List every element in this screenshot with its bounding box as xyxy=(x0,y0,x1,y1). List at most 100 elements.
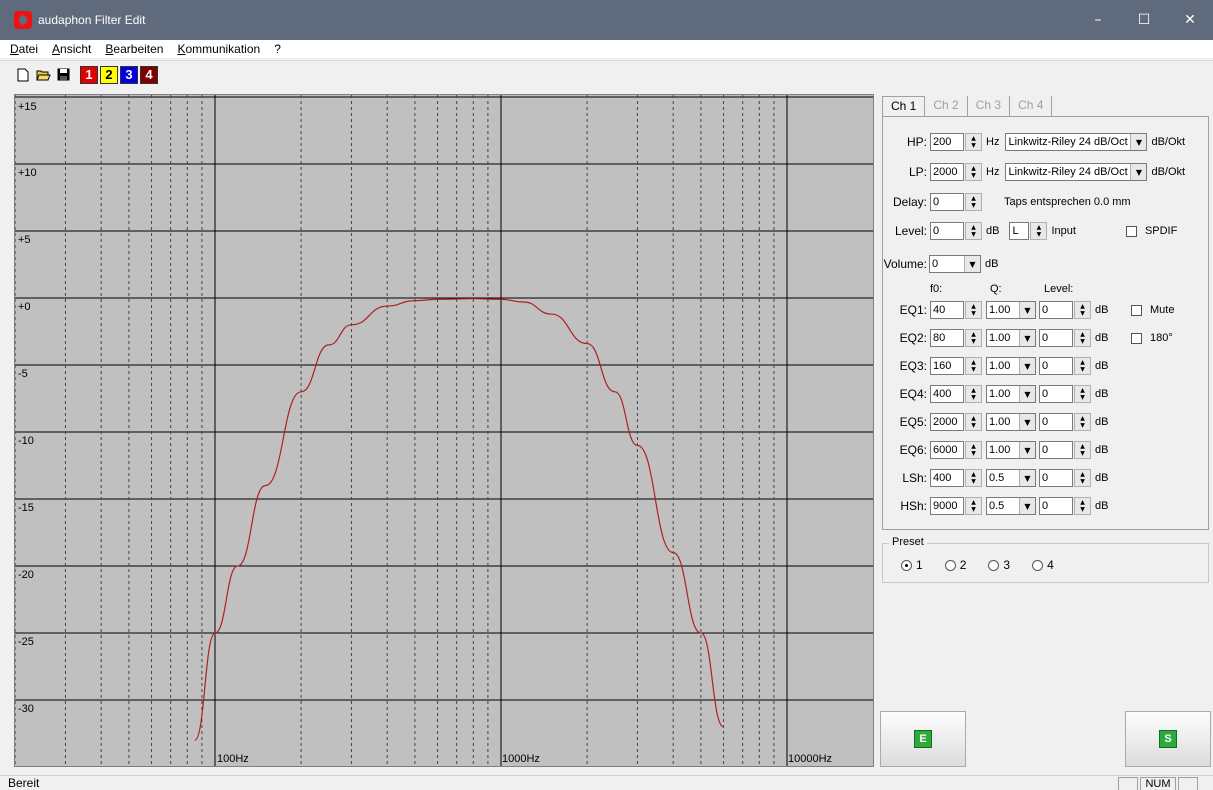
s-button[interactable]: S xyxy=(1125,711,1211,767)
eq-f0-input[interactable]: 80 xyxy=(930,329,964,347)
channel-2-button[interactable]: 2 xyxy=(100,65,118,84)
eq-f0-spin-button[interactable]: ▲ ▼ xyxy=(965,413,982,431)
preset-radio-3[interactable] xyxy=(988,559,1000,571)
channel-tabs: Ch 1 Ch 2 Ch 3 Ch 4 xyxy=(882,96,1053,116)
lp-spin-button[interactable]: ▲ ▼ xyxy=(965,163,982,181)
preset-label-3: 3 xyxy=(1003,558,1011,572)
eq-q-select[interactable]: 1.00 ▼ xyxy=(986,413,1036,431)
db-label-m20: -20 xyxy=(18,569,34,581)
delay-input[interactable]: 0 xyxy=(930,193,964,211)
window-title: audaphon Filter Edit xyxy=(38,13,146,27)
eq-f0-spin-button[interactable]: ▲ ▼ xyxy=(965,385,982,403)
volume-unit: dB xyxy=(985,258,999,270)
eq-q-select[interactable]: 0.5 ▼ xyxy=(986,469,1036,487)
minimize-button[interactable]: – xyxy=(1094,12,1102,28)
eq-f0-input[interactable]: 6000 xyxy=(930,441,964,459)
preset-label-4: 4 xyxy=(1047,558,1054,572)
frequency-response-graph[interactable]: +15 +10 +5 +0 -5 -10 -15 -20 -25 -30 100… xyxy=(14,94,874,767)
eq-q-select[interactable]: 1.00 ▼ xyxy=(986,329,1036,347)
eq-f0-input[interactable]: 2000 xyxy=(930,413,964,431)
menu-ansicht[interactable]: Ansicht xyxy=(52,42,92,56)
eq-f0-spin-button[interactable]: ▲ ▼ xyxy=(965,329,982,347)
eq-level-input[interactable]: 0 xyxy=(1039,441,1073,459)
tab-ch2[interactable]: Ch 2 xyxy=(925,96,968,116)
menu-kommunikation[interactable]: Kommunikation xyxy=(177,42,261,56)
e-button[interactable]: E xyxy=(880,711,966,767)
close-button[interactable]: ✕ xyxy=(1184,12,1196,28)
input-select[interactable]: L xyxy=(1009,222,1030,240)
eq-q-select[interactable]: 1.00 ▼ xyxy=(986,301,1036,319)
eq-level-input[interactable]: 0 xyxy=(1039,469,1073,487)
hp-frequency-input[interactable]: 200 xyxy=(930,133,964,151)
eq-level-input[interactable]: 0 xyxy=(1039,497,1073,515)
menu-datei[interactable]: Datei xyxy=(10,42,39,56)
delay-spin-button[interactable]: ▲ ▼ xyxy=(965,193,982,211)
eq-level-spin-button[interactable]: ▲ ▼ xyxy=(1074,469,1091,487)
eq-level-input[interactable]: 0 xyxy=(1039,413,1073,431)
chevron-down-icon: ▼ xyxy=(1019,414,1035,430)
chevron-down-icon: ▼ xyxy=(1019,358,1035,374)
channel-4-button[interactable]: 4 xyxy=(140,65,158,84)
eq-f0-input[interactable]: 400 xyxy=(930,385,964,403)
eq-f0-input[interactable]: 400 xyxy=(930,469,964,487)
eq-q-select[interactable]: 1.00 ▼ xyxy=(986,441,1036,459)
hz-label-1000: 1000Hz xyxy=(502,753,540,765)
new-file-icon[interactable] xyxy=(14,66,32,84)
preset-radio-1[interactable] xyxy=(901,559,912,571)
status-cell-caps xyxy=(1118,777,1138,790)
eq-f0-input[interactable]: 40 xyxy=(930,301,964,319)
tab-ch3[interactable]: Ch 3 xyxy=(968,96,1011,116)
db-label-p5: +5 xyxy=(18,234,31,246)
hp-unit: Hz xyxy=(986,136,1000,148)
chevron-down-icon: ▼ xyxy=(964,256,980,272)
hp-filter-type-select[interactable]: Linkwitz-Riley 24 dB/Oct ▼ xyxy=(1005,133,1148,151)
input-label: Input xyxy=(1051,225,1076,237)
input-spin-button[interactable]: ▲ ▼ xyxy=(1030,222,1048,240)
eq-q-select[interactable]: 1.00 ▼ xyxy=(986,385,1036,403)
eq-level-input[interactable]: 0 xyxy=(1039,357,1073,375)
channel-3-button[interactable]: 3 xyxy=(120,65,138,84)
level-spin-button[interactable]: ▲ ▼ xyxy=(965,222,982,240)
preset-radio-4[interactable] xyxy=(1032,559,1044,571)
eq-q-select[interactable]: 1.00 ▼ xyxy=(986,357,1036,375)
save-disk-icon[interactable] xyxy=(54,66,72,84)
phase-180-checkbox[interactable] xyxy=(1131,332,1142,344)
volume-select[interactable]: 0 ▼ xyxy=(929,255,981,273)
eq-f0-spin-button[interactable]: ▲ ▼ xyxy=(965,441,982,459)
f0-header: f0: xyxy=(930,283,943,295)
eq-f0-spin-button[interactable]: ▲ ▼ xyxy=(965,357,982,375)
eq-db-unit: dB xyxy=(1095,472,1109,484)
level-input[interactable]: 0 xyxy=(930,222,964,240)
eq-f0-spin-button[interactable]: ▲ ▼ xyxy=(965,469,982,487)
menu-help[interactable]: ? xyxy=(274,42,281,56)
hp-spin-button[interactable]: ▲ ▼ xyxy=(965,133,982,151)
eq-level-spin-button[interactable]: ▲ ▼ xyxy=(1074,385,1091,403)
eq-f0-spin-button[interactable]: ▲ ▼ xyxy=(965,497,982,515)
lp-frequency-input[interactable]: 2000 xyxy=(930,163,964,181)
eq-f0-input[interactable]: 160 xyxy=(930,357,964,375)
lp-filter-type-select[interactable]: Linkwitz-Riley 24 dB/Oct ▼ xyxy=(1005,163,1148,181)
spdif-checkbox[interactable] xyxy=(1125,225,1137,237)
eq-level-spin-button[interactable]: ▲ ▼ xyxy=(1074,357,1091,375)
mute-checkbox[interactable] xyxy=(1131,304,1142,316)
menu-bearbeiten[interactable]: Bearbeiten xyxy=(105,42,164,56)
eq-f0-spin-button[interactable]: ▲ ▼ xyxy=(965,301,982,319)
eq-level-input[interactable]: 0 xyxy=(1039,329,1073,347)
maximize-button[interactable]: ☐ xyxy=(1137,12,1151,28)
eq-level-spin-button[interactable]: ▲ ▼ xyxy=(1074,301,1091,319)
preset-radio-2[interactable] xyxy=(944,559,956,571)
eq-q-select[interactable]: 0.5 ▼ xyxy=(986,497,1036,515)
channel-1-button[interactable]: 1 xyxy=(80,65,98,84)
eq-level-spin-button[interactable]: ▲ ▼ xyxy=(1074,441,1091,459)
eq-level-spin-button[interactable]: ▲ ▼ xyxy=(1074,413,1091,431)
eq-level-input[interactable]: 0 xyxy=(1039,385,1073,403)
eq-level-header: Level: xyxy=(1044,283,1074,295)
tab-ch4[interactable]: Ch 4 xyxy=(1010,96,1053,116)
status-num: NUM xyxy=(1140,777,1176,790)
tab-ch1[interactable]: Ch 1 xyxy=(882,96,926,116)
open-folder-icon[interactable] xyxy=(34,66,52,84)
eq-level-input[interactable]: 0 xyxy=(1039,301,1073,319)
eq-f0-input[interactable]: 9000 xyxy=(930,497,964,515)
eq-level-spin-button[interactable]: ▲ ▼ xyxy=(1074,329,1091,347)
eq-level-spin-button[interactable]: ▲ ▼ xyxy=(1074,497,1091,515)
